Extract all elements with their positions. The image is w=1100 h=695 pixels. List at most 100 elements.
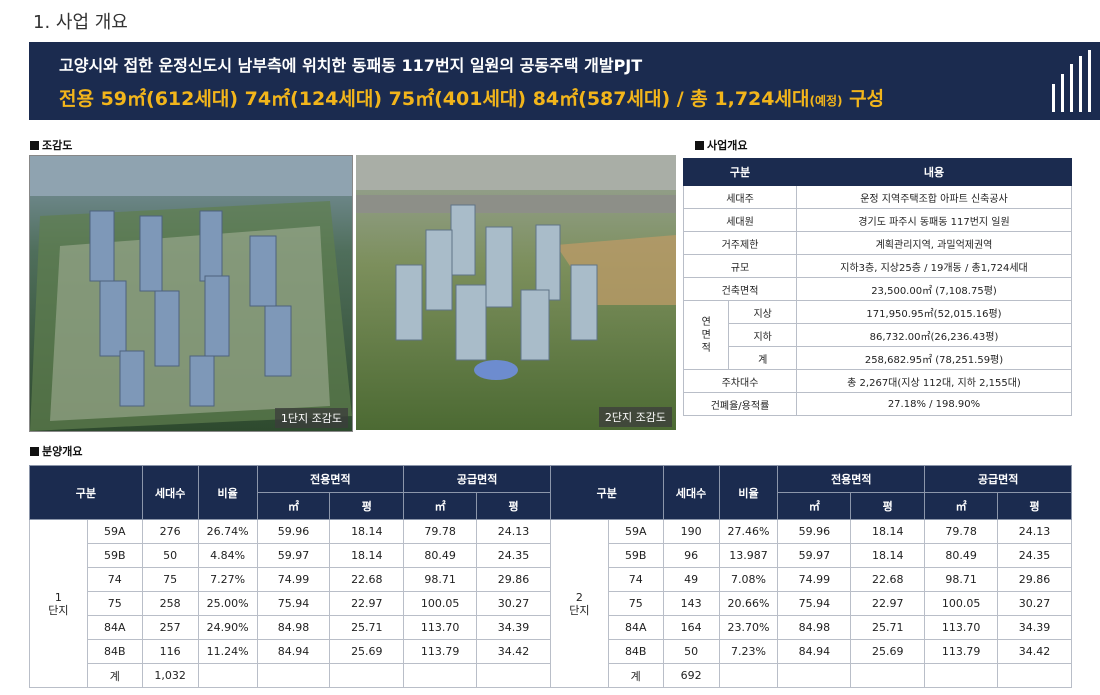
overview-label: 계 [728,346,797,370]
aerial-view-complex2: 2단지 조감도 [356,155,676,430]
sale-cell-ex-sqm: 59.96 [256,519,331,544]
sale-cell-sup-py: 34.39 [997,615,1072,640]
sale-row: 1 단지 59A 276 26.74% 59.96 18.14 79.78 24.13 2 단지… [29,519,1072,688]
sale-cell-sup-py: 24.35 [476,543,551,568]
overview-label: 주차대수 [683,369,797,393]
sale-cell-sup-py: 24.13 [997,519,1072,544]
sale-head-category: 구분 [29,465,143,520]
sale-cell-ex-py: 18.14 [850,519,926,544]
sale-head-sqm: ㎡ [777,492,852,520]
sale-cell-sup-py: 34.39 [476,615,551,640]
empty-cell [476,663,551,688]
sale-cell-ratio: 13.987 [718,543,779,568]
floor-area-label: 연면적 [682,300,730,370]
sale-cell-sup-py: 34.42 [997,639,1072,664]
overview-value: 86,732.00㎡(26,236.43평) [796,323,1072,347]
sale-cell-ex-py: 22.68 [329,567,405,592]
sale-head-supply: 공급면적 [403,465,551,493]
sale-cell-ex-py: 25.69 [329,639,405,664]
sale-cell-type: 84B [607,639,664,664]
sale-head-pyeong: 평 [476,492,551,520]
sale-head-sqm: ㎡ [924,492,999,520]
empty-cell [997,663,1072,688]
sale-cell-households: 257 [141,615,199,640]
sale-cell-type: 59B [86,543,143,568]
sale-cell-households: 96 [662,543,720,568]
overview-value: 계획관리지역, 과밀억제권역 [796,231,1072,255]
sale-head-exclusive: 전용면적 [777,465,926,493]
total-label: 계 [86,663,143,688]
sale-cell-ex-py: 25.69 [850,639,926,664]
sale-subheader-row: ㎡ 평 ㎡ 평 ㎡ 평 ㎡ 평 [30,492,1072,520]
sale-cell-sup-sqm: 98.71 [403,567,478,592]
sale-cell-type: 84B [86,639,143,664]
sale-cell-ratio: 4.84% [197,543,258,568]
sale-total-row: 계 1,032 계 692 [30,663,1072,688]
sale-cell-sup-py: 30.27 [476,591,551,616]
sale-cell-ex-sqm: 59.97 [777,543,852,568]
sale-section-title: 분양개요 [30,443,82,459]
sale-cell-ex-py: 18.14 [329,543,405,568]
sale-head-ratio: 비율 [718,465,779,520]
sale-cell-ex-py: 25.71 [329,615,405,640]
sale-header-row: 구분 세대수 비율 전용면적 공급면적 구분 세대수 비율 전용면적 공급면적 [29,465,1072,520]
sale-cell-sup-py: 24.13 [476,519,551,544]
sale-cell-ratio: 26.74% [197,519,258,544]
sale-cell-households: 75 [141,567,199,592]
sale-cell-ex-py: 22.97 [850,591,926,616]
sale-head-category: 구분 [549,465,664,520]
empty-cell [329,663,405,688]
sale-cell-ex-sqm: 75.94 [256,591,331,616]
overview-header-row: 구분 내용 [683,158,1072,186]
total-households: 692 [662,663,720,688]
overview-table: 구분 내용 세대주 운정 지역주택조합 아파트 신축공사 세대원 경기도 파주시 동… [682,158,1072,416]
bar-graphic-icon [1052,50,1094,112]
sale-cell-type: 84A [607,615,664,640]
overview-label: 지하 [728,323,797,347]
overview-value: 23,500.00㎡ (7,108.75평) [796,277,1072,301]
overview-row: 세대원 경기도 파주시 동패동 117번지 일원 [683,208,1072,232]
sale-cell-sup-sqm: 80.49 [924,543,999,568]
overview-row: 건폐율/용적률 27.18% / 198.90% [683,392,1072,416]
aerial-view-complex1: 1단지 조감도 [29,155,353,432]
sale-cell-ex-py: 25.71 [850,615,926,640]
complex1-label: 1 단지 [29,519,88,688]
overview-row: 건축면적 23,500.00㎡ (7,108.75평) [683,277,1072,301]
sale-head-pyeong: 평 [329,492,405,520]
sale-cell-sup-sqm: 113.70 [403,615,478,640]
empty-cell [256,663,331,688]
sale-cell-ratio: 7.27% [197,567,258,592]
sale-cell-ratio: 27.46% [718,519,779,544]
sale-cell-ex-py: 18.14 [850,543,926,568]
sale-cell-households: 258 [141,591,199,616]
banner-summary-end: 구성 [842,88,885,110]
total-households: 1,032 [141,663,199,688]
aerial-section-title: 조감도 [30,137,72,153]
overview-value: 258,682.95㎡ (78,251.59평) [796,346,1072,370]
overview-value: 지하3층, 지상25층 / 19개동 / 총1,724세대 [796,254,1072,278]
empty-cell [718,663,779,688]
sale-cell-type: 59B [607,543,664,568]
sale-head-households: 세대수 [141,465,199,520]
aerial-caption-2: 2단지 조감도 [598,407,672,427]
overview-section-title: 사업개요 [695,137,747,153]
sale-cell-sup-sqm: 98.71 [924,567,999,592]
sale-cell-sup-py: 30.27 [997,591,1072,616]
sale-cell-ex-py: 18.14 [329,519,405,544]
sale-head-pyeong: 평 [850,492,926,520]
overview-row: 세대주 운정 지역주택조합 아파트 신축공사 [683,185,1072,209]
overview-label: 규모 [683,254,797,278]
overview-value: 171,950.95㎡(52,015.16평) [796,300,1072,324]
sale-cell-ex-sqm: 75.94 [777,591,852,616]
overview-row: 지하 86,732.00㎡(26,236.43평) [684,323,1072,347]
overview-row: 계 258,682.95㎡ (78,251.59평) [684,346,1072,370]
sale-cell-type: 59A [86,519,143,544]
overview-value: 경기도 파주시 동패동 117번지 일원 [796,208,1072,232]
aerial-caption-1: 1단지 조감도 [274,408,348,428]
overview-head-content: 내용 [796,158,1072,186]
sale-cell-sup-py: 29.86 [997,567,1072,592]
sale-cell-sup-sqm: 79.78 [403,519,478,544]
overview-label: 건폐율/용적률 [683,392,797,416]
sale-cell-households: 143 [662,591,720,616]
sale-cell-type: 75 [607,591,664,616]
